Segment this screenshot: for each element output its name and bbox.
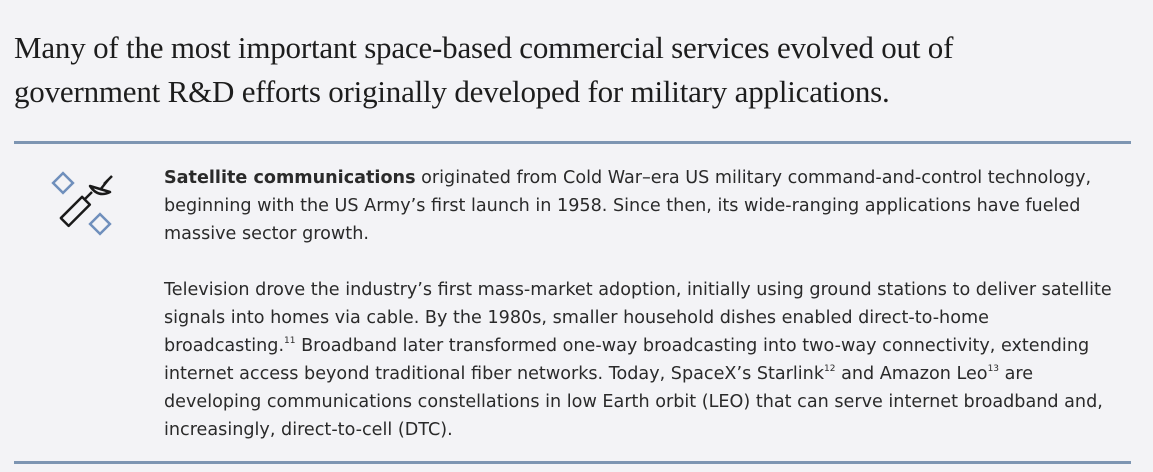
text-run: Broadband later transformed one-way broa… <box>164 336 1090 384</box>
footnote-ref: 12 <box>824 364 836 374</box>
satellite-icon <box>51 171 113 236</box>
paragraph: Television drove the industry’s first ma… <box>164 276 1124 444</box>
footnote-ref: 13 <box>987 364 1000 374</box>
section-text: Satellite communications originated from… <box>164 164 1124 472</box>
divider <box>14 141 1131 144</box>
paragraph: Satellite communications originated from… <box>164 164 1124 248</box>
footnote-ref: 11 <box>284 336 296 346</box>
text-run: Television drove the industry’s first ma… <box>164 280 1112 356</box>
divider <box>14 461 1131 464</box>
text-run: and Amazon Leo <box>835 364 988 384</box>
text-run: are developing communications constellat… <box>164 364 1103 440</box>
heading: Many of the most important space-based c… <box>14 30 954 109</box>
text-run: originated from Cold War–era US military… <box>164 168 1092 244</box>
text-run: Satellite communications <box>164 168 416 188</box>
